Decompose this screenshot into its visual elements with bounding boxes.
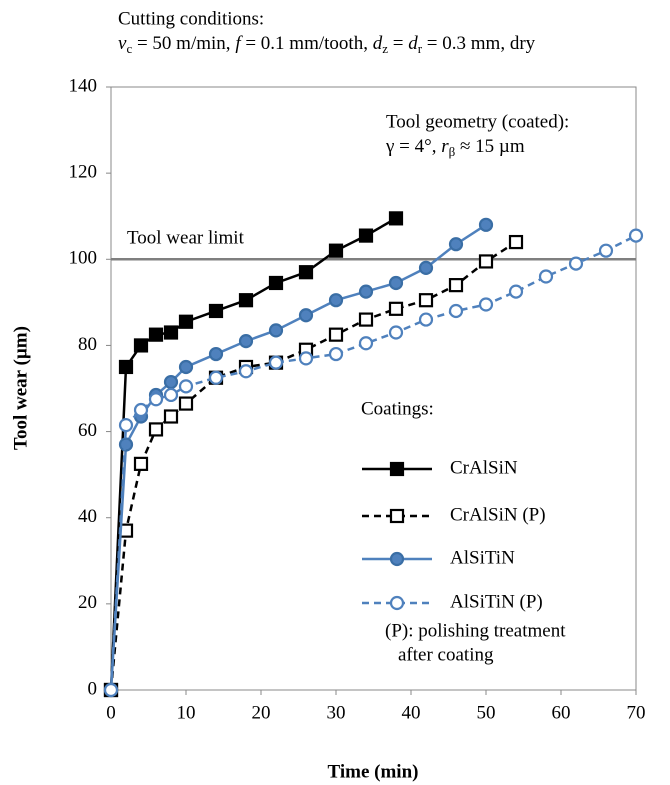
data-point [163,325,179,340]
legend-marker [389,595,405,611]
data-point [478,297,494,312]
data-point [298,308,314,323]
data-point [238,364,254,379]
legend-label: AlSiTiN (P) [450,591,543,612]
y-tick-label: 120 [69,162,98,183]
data-point [328,243,344,258]
y-axis-label: Tool wear (µm) [10,326,31,450]
legend-marker [389,551,405,567]
data-point [268,323,284,338]
data-point [478,217,494,232]
data-point [358,336,374,351]
legend-title: Coatings: [361,398,434,419]
data-point [598,243,614,258]
legend-marker [389,461,405,477]
conditions-title: Cutting conditions: [118,8,264,29]
data-point [358,284,374,299]
legend-label: AlSiTiN [450,547,515,568]
data-point [208,303,224,319]
data-point [178,314,194,329]
data-point [133,338,149,353]
data-point [133,456,149,471]
geometry-title: Tool geometry (coated): [386,111,569,132]
data-point [388,325,404,340]
note: (P): polishing treatment [385,620,566,641]
data-point [448,237,464,252]
x-tick-label: 0 [106,702,116,723]
data-point [358,312,374,327]
series-line [109,223,487,691]
data-point [103,682,119,698]
data-point [163,409,179,424]
data-point [418,312,434,327]
legend-marker [389,508,405,524]
data-point [508,234,524,250]
data-point [238,334,254,349]
geometry-text: γ = 4°, rβ ≈ 15 µm [385,136,525,159]
legend-label: CrAlSiN [450,457,518,478]
data-point [328,346,344,362]
data-point [163,387,179,403]
y-tick-label: 0 [88,678,98,699]
legend-label: CrAlSiN (P) [450,504,546,525]
x-tick-label: 50 [477,702,496,723]
x-tick-label: 70 [627,702,646,723]
plot-area [110,86,637,691]
data-point [118,418,134,433]
data-point [388,275,404,291]
x-tick-label: 10 [177,702,196,723]
data-point [148,422,164,437]
x-tick-label: 30 [327,702,346,723]
data-point [508,284,524,299]
x-tick-label: 20 [252,702,271,723]
y-tick-label: 40 [78,506,97,527]
data-point [148,327,164,342]
data-point [418,293,434,308]
y-tick-label: 140 [69,75,98,96]
y-tick-label: 20 [78,592,97,613]
x-axis-label: Time (min) [328,761,419,782]
data-point [148,392,164,407]
data-point [208,346,224,362]
data-point [538,269,554,284]
y-tick-label: 60 [78,420,97,441]
data-point [268,275,284,291]
data-point [328,293,344,308]
data-point [178,359,194,375]
note: after coating [398,644,494,665]
data-point [178,396,194,411]
x-tick-label: 40 [402,702,421,723]
y-tick-label: 100 [69,248,98,269]
data-point [628,228,644,243]
data-point [448,303,464,319]
data-point [478,254,494,269]
data-point [388,211,404,226]
data-point [358,228,374,243]
data-point [328,327,344,342]
limit-label: Tool wear limit [127,228,245,249]
data-point [418,260,434,275]
x-tick-label: 60 [552,702,571,723]
data-point [178,379,194,394]
data-point [208,370,224,385]
data-point [268,355,284,370]
data-point [163,374,179,390]
data-point [448,278,464,293]
y-tick-label: 80 [78,334,97,355]
data-point [298,265,314,280]
data-point [118,359,134,375]
series-line [109,217,397,691]
data-point [388,301,404,316]
data-point [298,351,314,366]
conditions-text: vc = 50 m/min, f = 0.1 mm/tooth, dz = dr… [118,33,536,56]
series-line [109,241,517,691]
data-point [238,293,254,308]
data-point [568,256,584,271]
data-point [133,402,149,418]
